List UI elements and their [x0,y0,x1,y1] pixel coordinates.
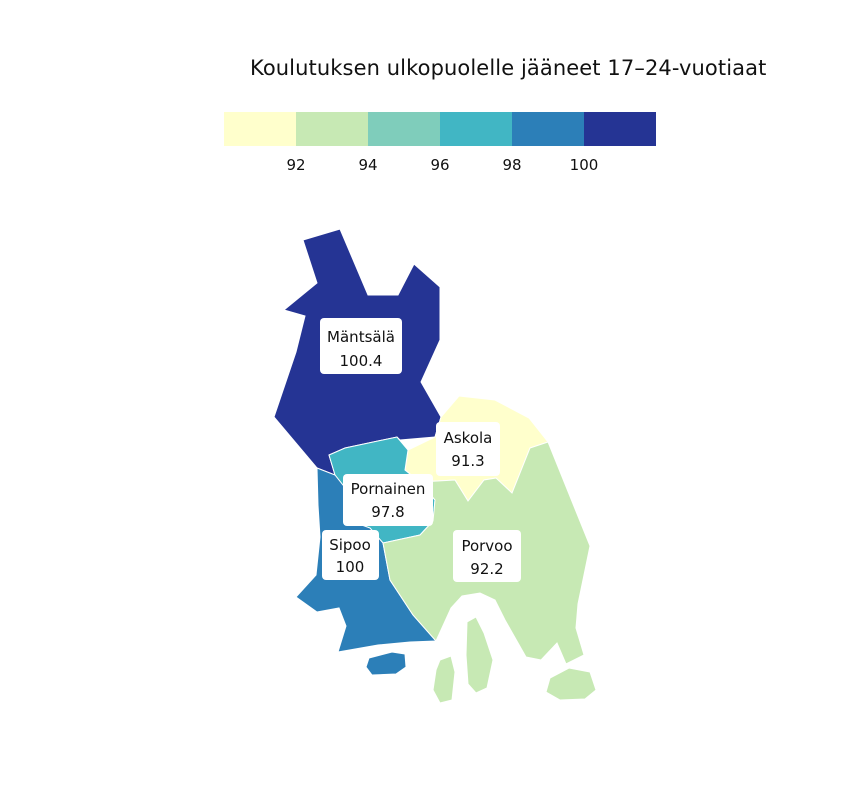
region-porvoo-island[interactable] [465,616,494,694]
label-pornainen: Pornainen 97.8 [343,474,433,526]
label-sipoo: Sipoo 100 [322,530,379,580]
label-askola-name: Askola [444,429,493,447]
label-mantsala-value: 100.4 [340,352,383,370]
legend-tick: 100 [569,156,599,174]
label-porvoo-name: Porvoo [461,537,512,555]
legend-tick: 98 [502,156,522,174]
region-porvoo-island[interactable] [545,667,597,701]
legend-tick: 94 [358,156,378,174]
legend-color-bar [224,112,656,146]
legend-bin-4 [440,112,512,146]
legend-bin-5 [512,112,584,146]
label-askola-value: 91.3 [451,452,484,470]
legend-tick: 96 [430,156,450,174]
map-title: Koulutuksen ulkopuolelle jääneet 17–24-v… [250,56,767,80]
label-pornainen-name: Pornainen [351,480,426,498]
legend-bin-3 [368,112,440,146]
color-legend: 92 94 96 98 100 [224,112,656,174]
legend-bin-6 [584,112,656,146]
label-porvoo-value: 92.2 [470,560,503,578]
label-mantsala-name: Mäntsälä [327,328,395,346]
region-porvoo-island[interactable] [432,655,456,704]
label-sipoo-name: Sipoo [329,536,371,554]
legend-tick: 92 [286,156,306,174]
region-sipoo-island[interactable] [365,651,407,676]
label-mantsala: Mäntsälä 100.4 [320,318,402,374]
label-porvoo: Porvoo 92.2 [453,530,521,582]
legend-bin-2 [296,112,368,146]
label-askola: Askola 91.3 [436,422,500,476]
label-pornainen-value: 97.8 [371,503,404,521]
label-sipoo-value: 100 [336,558,365,576]
legend-bin-1 [224,112,296,146]
